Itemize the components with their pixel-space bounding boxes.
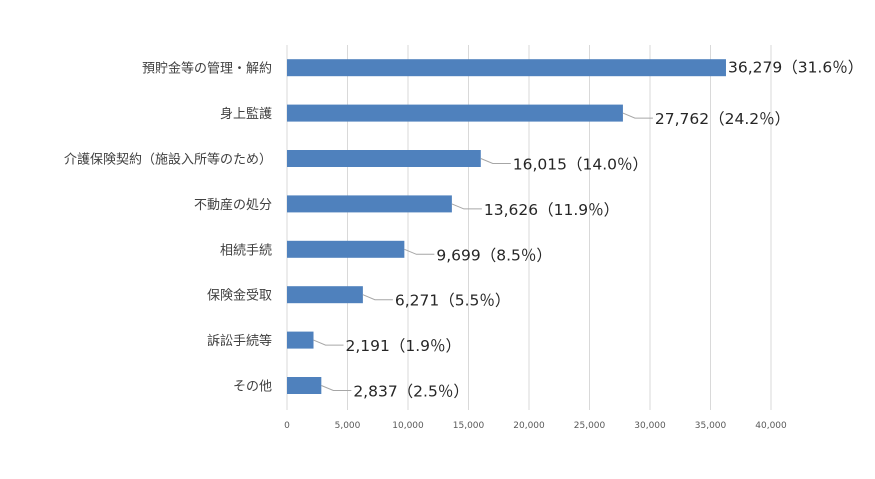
x-tick-label: 40,000: [755, 421, 787, 431]
x-tick-label: 25,000: [574, 421, 606, 431]
data-label: 2,191（1.9％）: [346, 337, 462, 355]
leader-line: [404, 248, 435, 255]
bar: [287, 377, 322, 394]
leader-line: [480, 158, 511, 164]
x-tick-label: 0: [284, 421, 290, 431]
x-tick-label: 10,000: [392, 421, 424, 431]
data-label: 27,762（24.2％）: [655, 110, 790, 128]
category-label: 不動産の処分: [194, 197, 272, 213]
x-tick-label: 20,000: [513, 421, 545, 431]
data-label: 16,015（14.0％）: [513, 156, 648, 174]
bar: [287, 240, 405, 258]
category-label: 預貯金等の管理・解約: [142, 61, 272, 77]
x-axis-tick-labels: 0 5,000 10,000 15,000 20,000 25,000 30,000 35,0…: [284, 421, 787, 431]
leader-line: [321, 385, 352, 391]
data-label: 2,837（2.5％）: [353, 383, 469, 401]
data-label: 13,626（11.9％）: [484, 201, 619, 219]
x-tick-label: 35,000: [695, 421, 727, 431]
leader-line: [362, 294, 393, 301]
bar: [287, 150, 481, 167]
category-label: その他: [233, 380, 272, 395]
x-tick-label: 30,000: [634, 421, 666, 431]
category-label: 相続手続: [220, 243, 272, 258]
leader-lines: [313, 112, 653, 391]
data-label: 9,699（8.5％）: [436, 246, 552, 264]
category-label: 訴訟手続等: [207, 333, 272, 349]
leader-line: [451, 203, 482, 210]
leader-line: [313, 339, 344, 346]
data-label: 36,279（31.6％）: [728, 59, 863, 77]
data-label: 6,271（5.5％）: [395, 292, 511, 310]
data-labels: 36,279（31.6％） 27,762（24.2％） 16,015（14.0％） 1…: [346, 59, 864, 401]
category-label: 保険金受取: [207, 288, 272, 304]
gridlines: [286, 45, 772, 410]
bar: [287, 104, 623, 122]
category-label: 身上監護: [220, 106, 272, 122]
leader-line: [622, 112, 653, 119]
x-tick-label: 5,000: [335, 421, 361, 431]
category-label: 介護保険契約（施設入所等のため）: [64, 152, 272, 168]
bar: [287, 195, 452, 213]
bar: [287, 331, 314, 349]
bar: [287, 59, 726, 77]
x-tick-label: 15,000: [453, 421, 485, 431]
bar: [287, 286, 363, 304]
bars: [287, 59, 726, 394]
